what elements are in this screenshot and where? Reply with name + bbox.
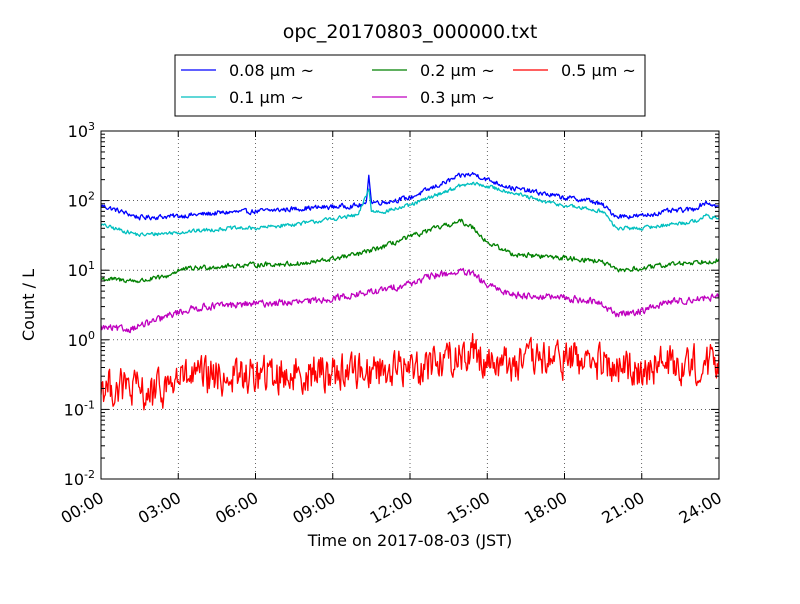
legend-label: 0.2 μm ~ <box>420 61 495 80</box>
y-tick-label: 10-2 <box>64 468 95 489</box>
legend-label: 0.3 μm ~ <box>420 88 495 107</box>
legend-entry: 0.2 μm ~ <box>372 61 495 80</box>
grid-lines <box>101 131 719 479</box>
legend-entry: 0.5 μm ~ <box>513 61 636 80</box>
axis-ticks <box>100 130 720 480</box>
legend: 0.08 μm ~ 0.1 μm ~ 0.2 μm ~ 0.3 μm ~ 0.5 μm … <box>174 54 646 117</box>
series-line-0 <box>101 171 719 221</box>
legend-frame <box>174 54 646 117</box>
chart-title: opc_20170803_000000.txt <box>283 21 538 43</box>
series-line-2 <box>101 218 719 284</box>
y-tick-label: 103 <box>68 120 95 141</box>
series-line-4 <box>101 332 719 411</box>
legend-label: 0.5 μm ~ <box>561 61 636 80</box>
y-tick-label: 102 <box>68 190 95 211</box>
y-tick-label: 101 <box>68 259 95 280</box>
legend-label: 0.08 μm ~ <box>229 61 314 80</box>
series-line-3 <box>101 267 719 334</box>
series-line-1 <box>101 181 719 237</box>
legend-entry: 0.1 μm ~ <box>181 88 304 107</box>
series-lines <box>101 171 719 411</box>
legend-entry: 0.3 μm ~ <box>372 88 495 107</box>
legend-entry: 0.08 μm ~ <box>181 61 314 80</box>
y-tick-label: 100 <box>68 329 95 350</box>
y-axis-label: Count / L <box>19 269 38 341</box>
legend-label: 0.1 μm ~ <box>229 88 304 107</box>
y-tick-label: 10-1 <box>64 398 95 419</box>
y-tick-labels: 10-2 10-1 100 101 102 103 <box>64 120 95 489</box>
x-axis-label: Time on 2017-08-03 (JST) <box>307 531 512 550</box>
